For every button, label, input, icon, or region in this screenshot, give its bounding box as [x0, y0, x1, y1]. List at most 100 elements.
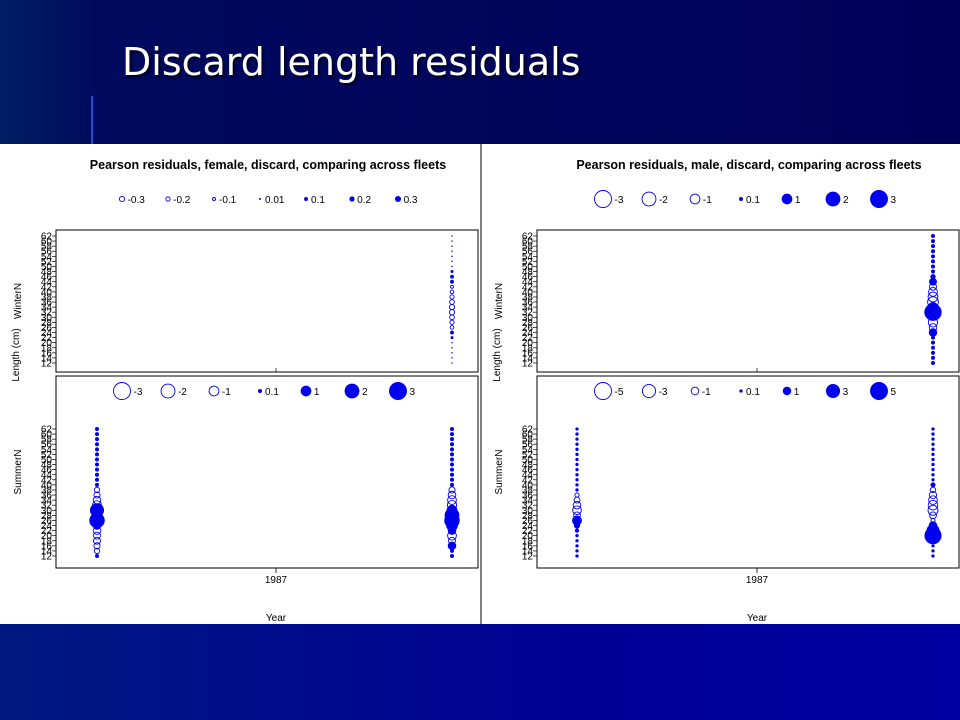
male-summer-legend-symbol: [739, 389, 743, 393]
male-summer-bubble: [572, 500, 582, 510]
female-summer-bubble: [93, 536, 101, 545]
female-winter-y-tick-label: 34: [41, 303, 53, 314]
male-winter-y-tick-label: 42: [522, 282, 534, 293]
female-y-axis-title: Length (cm): [11, 328, 22, 381]
female-winter-legend-symbol: [212, 197, 216, 201]
male-summer-bubble: [575, 483, 579, 487]
female-winter-bubble: [449, 289, 455, 295]
female-winter-panel-label: WinterN: [13, 283, 24, 319]
male-summer-legend-symbol: [782, 386, 792, 396]
male-summer-y-tick-label: 32: [522, 501, 534, 512]
female-summer-bubble: [93, 547, 101, 555]
male-summer-bubble: [575, 447, 579, 451]
male-summer-bubble: [575, 432, 579, 436]
male-summer-y-tick-label: 18: [522, 536, 534, 547]
male-summer-bubble: [931, 457, 935, 462]
female-winter-y-tick-label: 58: [41, 242, 53, 253]
female-winter-y-tick-label: 18: [41, 343, 53, 354]
female-winter-legend-symbol: [394, 195, 402, 203]
female-winter-y-tick-label: 30: [41, 313, 53, 324]
male-summer-bubble: [931, 437, 935, 441]
male-winter-legend-symbol: [594, 190, 612, 208]
female-winter-legend-label: -0.2: [173, 195, 191, 206]
male-summer-bubble: [573, 511, 581, 520]
male-winter-legend-label: 0.1: [746, 195, 760, 206]
male-summer-bubble: [575, 554, 579, 558]
female-summer-bubble: [449, 472, 455, 477]
female-winter-legend-symbol: [349, 196, 355, 202]
female-winter-bubble: [451, 255, 453, 258]
male-winter-legend-label: -2: [659, 195, 668, 206]
female-summer-y-tick-label: 62: [41, 425, 53, 436]
female-summer-y-tick-label: 36: [41, 491, 53, 502]
male-summer-bubble: [931, 452, 935, 457]
male-winter-bubble: [928, 323, 938, 332]
male-winter-legend-symbol: [641, 191, 657, 207]
male-winter-bubble: [930, 355, 936, 360]
female-summer-bubble: [94, 467, 100, 472]
male-summer-bubble: [931, 549, 935, 553]
male-winter-bubble: [930, 239, 936, 244]
male-summer-legend-label: -1: [702, 387, 711, 398]
female-winter-bubble: [448, 304, 456, 311]
female-summer-bubble: [448, 486, 456, 494]
male-summer-legend-symbol: [594, 382, 612, 400]
male-summer-y-tick-label: 52: [522, 450, 534, 461]
male-summer-y-tick-label: 42: [522, 475, 534, 486]
female-winter-y-tick-label: 20: [41, 338, 53, 349]
female-winter-title: Pearson residuals, female, discard, comp…: [90, 158, 446, 172]
female-summer-legend-label: 3: [410, 387, 416, 398]
male-summer-legend-symbol: [641, 383, 657, 399]
female-winter-y-tick-label: 26: [41, 323, 53, 334]
male-winter-legend-symbol: [738, 196, 744, 202]
male-summer-bubble: [575, 452, 579, 457]
male-summer-y-tick-label: 26: [522, 516, 534, 527]
female-winter-y-tick-label: 24: [41, 328, 53, 339]
male-winter-y-tick-label: 34: [522, 303, 534, 314]
male-winter-bubble: [930, 254, 936, 259]
male-winter-y-tick-label: 22: [522, 333, 534, 344]
male-winter-frame: [536, 229, 960, 373]
female-winter-legend-symbol: [118, 195, 126, 203]
female-winter-y-tick-label: 62: [41, 232, 53, 243]
male-summer-bubble: [929, 511, 937, 520]
female-winter-bubble: [451, 362, 453, 364]
female-summer-bubble: [449, 442, 455, 447]
male-winter-y-tick-label: 50: [522, 262, 534, 273]
female-winter-bubble: [450, 270, 454, 274]
female-summer-bubble: [94, 472, 100, 477]
female-summer-y-tick-label: 26: [41, 516, 53, 527]
female-winter-bubble: [449, 299, 455, 305]
female-summer-legend-label: -3: [134, 387, 143, 398]
male-summer-legend-symbol: [825, 383, 841, 399]
male-winter-y-tick-label: 32: [522, 308, 534, 319]
title-band: [0, 0, 960, 144]
female-summer-y-tick-label: 32: [41, 501, 53, 512]
male-winter-legend-symbol: [689, 193, 701, 205]
male-summer-legend-label: -5: [615, 387, 624, 398]
female-summer-bubble: [94, 437, 100, 442]
female-winter-y-tick-label: 56: [41, 247, 53, 258]
male-summer-bubble: [931, 427, 935, 431]
female-summer-bubble: [449, 437, 455, 442]
female-summer-bubble: [94, 447, 100, 452]
female-summer-y-tick-label: 54: [41, 445, 53, 456]
female-summer-bubble: [94, 553, 100, 559]
male-winter-legend-symbol: [825, 191, 841, 207]
female-summer-x-tick-label: 1987: [265, 575, 288, 586]
female-summer-y-tick-label: 30: [41, 506, 53, 517]
female-summer-bubble: [449, 553, 455, 559]
male-summer-y-tick-label: 12: [522, 552, 534, 563]
female-summer-legend-symbol: [389, 382, 407, 400]
male-winter-bubble: [930, 345, 936, 350]
male-summer-bubble: [574, 492, 580, 498]
female-summer-bubble: [94, 452, 100, 457]
male-summer-legend-symbol: [690, 386, 700, 396]
male-summer-bubble: [575, 437, 579, 441]
male-winter-y-tick-label: 46: [522, 272, 534, 283]
male-summer-bubble: [931, 442, 935, 446]
female-summer-bubble: [94, 457, 100, 462]
female-summer-legend-label: -1: [222, 387, 231, 398]
female-summer-y-tick-label: 50: [41, 455, 53, 466]
male-summer-y-tick-label: 16: [522, 541, 534, 552]
